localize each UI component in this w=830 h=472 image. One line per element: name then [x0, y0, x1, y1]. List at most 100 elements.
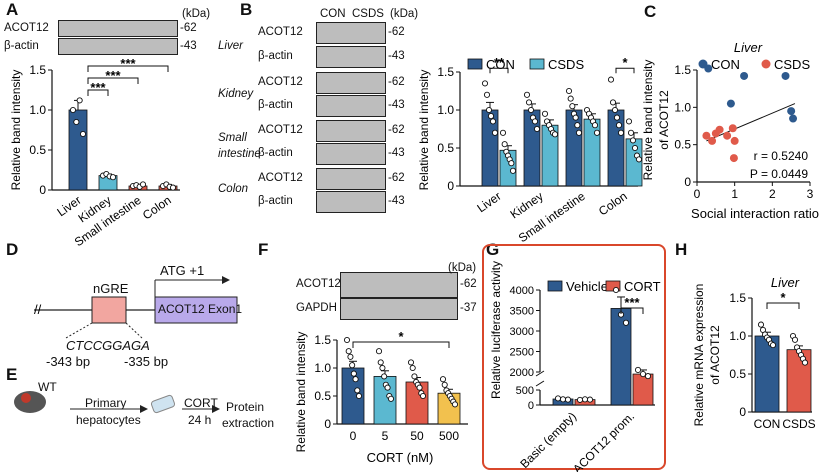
marker-43-small-intestine: -43: [388, 147, 405, 159]
chart-b-point: [485, 106, 493, 114]
marker-62-f: -62: [460, 278, 477, 290]
blot-row-acot12-liver: ACOT12: [258, 26, 303, 38]
chart-b-point: [591, 122, 599, 129]
chart-h-point: [791, 336, 799, 343]
workflow-step2-bottom: 24 h: [188, 413, 212, 427]
chart-b-point: [499, 129, 507, 136]
chart-c-point: [708, 136, 717, 145]
chart-b-point: [635, 156, 643, 163]
flask-icon: [150, 394, 176, 414]
chart-c-point: [715, 125, 724, 134]
chart-f-x-tick-label: 0: [350, 429, 357, 443]
chart-a-y-tick-label: 0: [39, 183, 46, 197]
chart-c-point: [726, 99, 735, 108]
chart-g-y-tick-label: 4000: [510, 285, 534, 297]
blot-row-acot12-small-intestine: ACOT12: [258, 124, 303, 136]
chart-b-point: [575, 129, 583, 136]
chart-h-y-tick-label: 0: [739, 405, 746, 419]
chart-c-y-tick-label: 1.0: [674, 100, 691, 114]
chart-b-point: [607, 76, 615, 83]
blot-image-bactin-a: [58, 38, 178, 55]
chart-g-point: [559, 396, 567, 403]
chart-h-sig-label: *: [780, 290, 786, 305]
chart-g-y-tick-label: 500: [516, 385, 534, 397]
blot-label-bactin-a: β-actin: [4, 40, 39, 52]
chart-g-point: [564, 396, 572, 403]
chart-f-point: [354, 387, 361, 394]
chart-c-point: [787, 107, 796, 116]
chart-b-x-tick-label: Colon: [596, 189, 630, 218]
tissue-label-kidney: Kidney: [218, 88, 254, 100]
chart-b-point: [481, 80, 489, 87]
chart-f-point: [451, 401, 459, 408]
position-label-2: -335 bp: [124, 354, 169, 369]
marker-43-kidney: -43: [388, 99, 405, 111]
chart-b-point: [565, 87, 573, 95]
chart-c-title: Liver: [734, 40, 763, 55]
chart-b-point: [593, 129, 601, 136]
chart-h-x-tick-label: CON: [754, 417, 781, 431]
chart-b-y-tick-label: 1.0: [437, 103, 454, 117]
chart-h-2-y-label: of ACOT12: [708, 325, 722, 385]
blot-image-acot12-liver: [316, 22, 386, 44]
blot-image-acot12-small-intestine: [316, 120, 386, 142]
blot-image-bactin-liver: [316, 46, 386, 68]
chart-b-point: [509, 167, 517, 174]
kda-label-f: (kDa): [448, 262, 477, 274]
arrowhead-1: [140, 405, 148, 413]
chart-f-point: [411, 373, 418, 380]
chart-b-sig-bracket: [489, 67, 509, 74]
chart-g-point: [622, 319, 630, 326]
marker-62-colon: -62: [388, 172, 405, 184]
tissue-label-small-intestine: Small intestine: [218, 132, 261, 160]
marker-43-a: -43: [180, 40, 197, 52]
chart-c-point: [704, 64, 713, 73]
chart-b-point: [483, 91, 491, 98]
chart-a-point: [79, 130, 87, 138]
chart-h-y-label: Relative mRNA expression: [692, 284, 706, 427]
chart-g-bar: [632, 373, 654, 406]
blot-row-bactin-colon: β-actin: [258, 195, 293, 207]
chart-b-point: [525, 99, 533, 106]
chart-a-point: [73, 118, 80, 126]
chart-a-sig-label: ***: [90, 80, 106, 95]
marker-37-f: -37: [460, 302, 477, 314]
chart-c-point: [728, 124, 737, 133]
chart-b-point: [567, 95, 574, 102]
chart-b-y-tick-label: 1.5: [437, 65, 454, 79]
chart-c-legend-label: CSDS: [774, 57, 810, 72]
chart-c-2-y-label: of ACOT12: [657, 90, 671, 150]
chart-h-sig-bracket: [766, 302, 800, 309]
chart-b-point: [574, 122, 581, 129]
chart-g-x-tick-label: ACOT12 prom.: [570, 409, 637, 472]
chart-f-point: [439, 376, 447, 383]
blot-label-gapdh-f: GAPDH: [296, 302, 337, 314]
marker-43-colon: -43: [388, 195, 405, 207]
chart-f-point: [419, 392, 427, 400]
chart-g-point: [612, 286, 620, 294]
chart-f-point: [441, 381, 448, 388]
blot-image-bactin-kidney: [316, 95, 386, 117]
liver-icon: [21, 393, 31, 403]
blot-label-acot12-f: ACOT12: [296, 278, 341, 290]
chart-f-point: [349, 362, 356, 369]
panel-label-b: B: [240, 0, 253, 19]
workflow-step2-top: CORT: [184, 396, 218, 410]
chart-c-point: [789, 114, 798, 123]
chart-g-point: [554, 395, 562, 402]
chart-a-point: [109, 174, 117, 181]
chart-f-x-tick-label: 500: [439, 429, 459, 443]
chart-g-sig-bracket: [620, 307, 644, 314]
chart-g-point: [586, 396, 594, 403]
chart-f-y-tick-label: 0: [324, 417, 331, 431]
chart-b-point: [631, 144, 639, 152]
lane-label-csds: CSDS: [352, 8, 384, 20]
chart-g-point: [581, 396, 589, 403]
chart-f-y-tick-label: 1.5: [314, 333, 331, 347]
chart-c-point: [781, 71, 790, 80]
chart-f-point: [379, 364, 386, 372]
blot-row-bactin-kidney: β-actin: [258, 99, 293, 111]
panel-label-f: F: [258, 240, 269, 259]
